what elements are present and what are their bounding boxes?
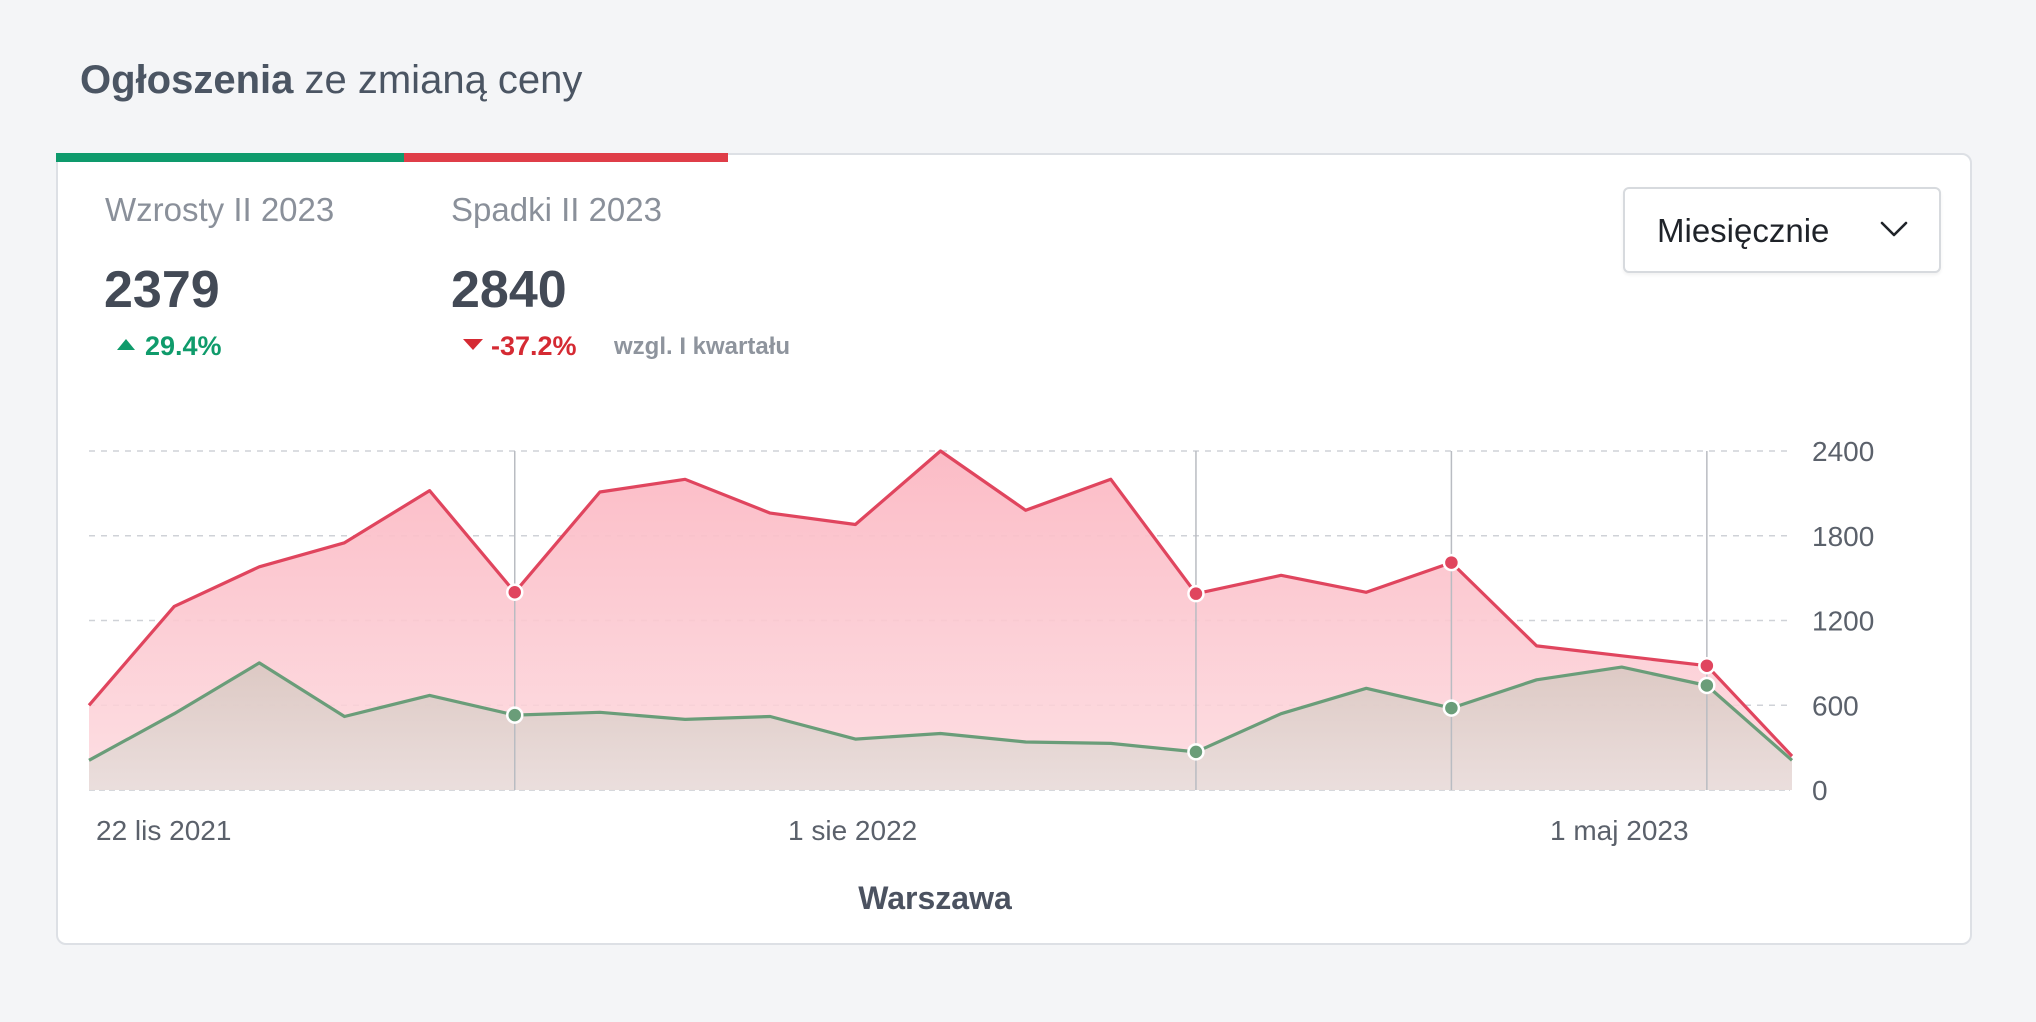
decrease-delta: -37.2%	[491, 331, 577, 361]
y-axis-ticks: 0 600 1200 1800 2400	[1812, 436, 1874, 806]
increase-point-marker	[1442, 699, 1461, 717]
x-axis-title: Warszawa	[858, 880, 1012, 916]
increase-label: Wzrosty II 2023	[105, 191, 335, 228]
x-tick-label: 22 lis 2021	[96, 815, 231, 846]
y-tick-label: 1200	[1812, 606, 1874, 637]
decrease-label: Spadki II 2023	[451, 191, 662, 228]
increase-point-marker	[1698, 676, 1716, 695]
series-lines	[87, 449, 1794, 762]
decrease-point-marker	[506, 583, 524, 601]
period-select[interactable]: Miesięcznie	[1623, 187, 1941, 273]
chevron-down-icon	[1880, 221, 1908, 237]
x-axis-ticks: 22 lis 2021 1 sie 2022 1 maj 2023	[96, 815, 1689, 846]
x-tick-label: 1 maj 2023	[1550, 815, 1689, 846]
arrow-up-icon	[117, 339, 135, 350]
y-tick-label: 2400	[1812, 436, 1874, 467]
series-areas	[89, 451, 1792, 790]
series-markers	[506, 553, 1716, 761]
decrease-point-marker	[1187, 584, 1205, 603]
decrease-point-marker	[1442, 553, 1461, 572]
increase-series-line	[88, 661, 1794, 762]
compare-note: wzgl. I kwartału	[614, 333, 791, 360]
page-title-rest: ze zmianą ceny	[293, 58, 583, 102]
y-tick-label: 1800	[1812, 521, 1874, 552]
decrease-point-marker	[1698, 656, 1716, 675]
decrease-value: 2840	[451, 261, 567, 319]
increase-point-marker	[1187, 743, 1205, 761]
decrease-series-line	[87, 449, 1794, 758]
arrow-down-icon	[463, 339, 483, 350]
increase-delta: 29.4%	[145, 331, 222, 361]
period-select-value: Miesięcznie	[1657, 212, 1830, 249]
page-title-bold: Ogłoszenia	[80, 58, 294, 102]
increase-value: 2379	[104, 261, 220, 319]
page-title: Ogłoszenia ze zmianą ceny	[80, 58, 582, 103]
decrease-indicator-bar	[404, 153, 728, 162]
y-tick-label: 0	[1812, 775, 1828, 806]
increase-indicator-bar	[56, 153, 404, 162]
vertical-marker-lines	[514, 451, 1708, 790]
x-tick-label: 1 sie 2022	[788, 815, 917, 846]
y-tick-label: 600	[1812, 690, 1859, 721]
increase-point-marker	[506, 706, 524, 724]
